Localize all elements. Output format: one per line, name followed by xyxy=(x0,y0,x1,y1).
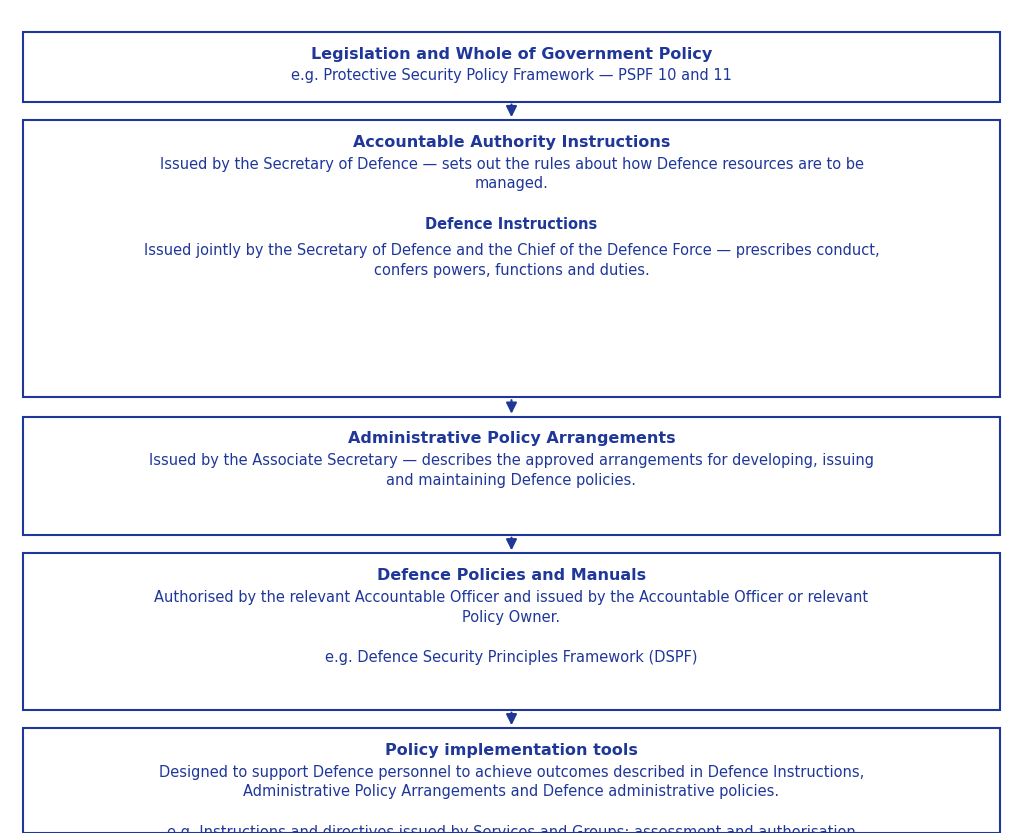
Text: Issued by the Secretary of Defence — sets out the rules about how Defence resour: Issued by the Secretary of Defence — set… xyxy=(160,157,863,192)
Bar xyxy=(23,416,1000,535)
Text: Authorised by the relevant Accountable Officer and issued by the Accountable Off: Authorised by the relevant Accountable O… xyxy=(154,590,869,625)
Bar xyxy=(23,553,1000,710)
Text: Designed to support Defence personnel to achieve outcomes described in Defence I: Designed to support Defence personnel to… xyxy=(159,765,864,800)
Text: Administrative Policy Arrangements: Administrative Policy Arrangements xyxy=(348,431,675,446)
Text: e.g. Protective Security Policy Framework — PSPF 10 and 11: e.g. Protective Security Policy Framewor… xyxy=(292,68,731,83)
Text: Defence Policies and Manuals: Defence Policies and Manuals xyxy=(376,568,647,583)
Text: e.g. Defence Security Principles Framework (DSPF): e.g. Defence Security Principles Framewo… xyxy=(325,651,698,666)
Text: Legislation and Whole of Government Policy: Legislation and Whole of Government Poli… xyxy=(311,47,712,62)
Text: Accountable Authority Instructions: Accountable Authority Instructions xyxy=(353,135,670,150)
Text: Policy implementation tools: Policy implementation tools xyxy=(385,743,638,758)
Bar xyxy=(23,728,1000,833)
Text: Issued by the Associate Secretary — describes the approved arrangements for deve: Issued by the Associate Secretary — desc… xyxy=(149,453,874,488)
Text: e.g. Instructions and directives issued by Services and Groups; assessment and a: e.g. Instructions and directives issued … xyxy=(159,826,864,833)
Bar xyxy=(23,120,1000,397)
Text: Defence Instructions: Defence Instructions xyxy=(426,217,597,232)
Text: Issued jointly by the Secretary of Defence and the Chief of the Defence Force — : Issued jointly by the Secretary of Defen… xyxy=(143,243,880,277)
Bar xyxy=(23,32,1000,102)
